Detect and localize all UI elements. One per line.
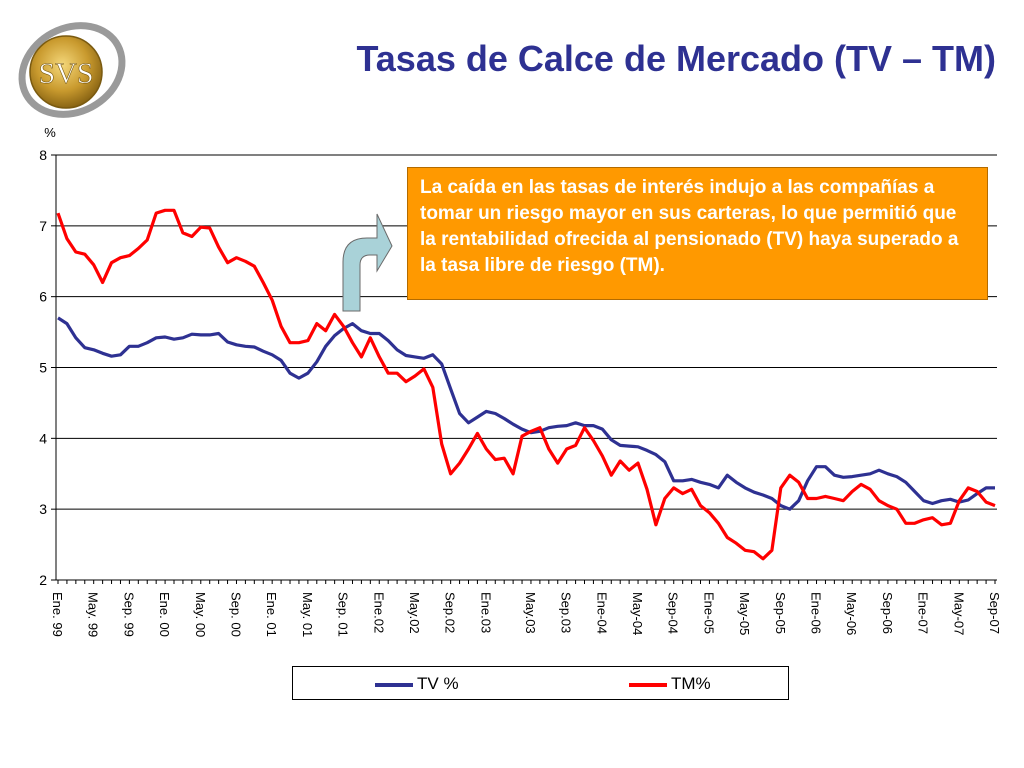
y-tick-label: 7: [39, 218, 47, 234]
y-tick-label: 6: [39, 289, 47, 305]
x-tick-label: May. 99: [86, 592, 101, 637]
series-lines: [56, 208, 996, 561]
x-tick-label: Sep. 99: [121, 592, 136, 637]
x-tick-label: Ene.03: [478, 592, 493, 633]
x-tick-label: Ene. 01: [264, 592, 279, 637]
legend: TV % TM%: [292, 666, 789, 700]
x-tick-label: May.03: [523, 592, 538, 634]
x-tick-label: Sep-07: [987, 592, 1002, 634]
x-tick-label: May-06: [844, 592, 859, 635]
x-tick-label: Ene-05: [701, 592, 716, 634]
x-tick-label: May. 00: [193, 592, 208, 637]
x-tick-label: Ene. 00: [157, 592, 172, 637]
x-tick-label: Ene-06: [809, 592, 824, 634]
x-tick-label: Sep.02: [443, 592, 458, 633]
axes: [51, 154, 997, 584]
y-tick-label: 5: [39, 360, 47, 376]
logo-text: SVS: [38, 57, 93, 90]
x-tick-label: Ene-04: [594, 592, 609, 634]
x-tick-label: May-04: [630, 592, 645, 635]
y-axis-label: %: [44, 125, 56, 140]
series-line-tv: [57, 316, 995, 511]
x-tick-labels: Ene. 99 May. 99 Sep. 99 Ene. 00 May. 00 Sep. …: [50, 592, 1002, 637]
legend-label-tv: TV %: [417, 674, 459, 693]
x-tick-label: Sep-05: [773, 592, 788, 634]
up-arrow-icon: [342, 213, 393, 312]
y-tick-label: 2: [39, 572, 47, 588]
x-tick-label: Sep.03: [559, 592, 574, 633]
x-tick-label: May-07: [951, 592, 966, 635]
x-tick-label: Sep. 01: [336, 592, 351, 637]
y-tick-label: 8: [39, 147, 47, 163]
series-line-tm: [56, 208, 996, 561]
x-tick-label: Ene.02: [371, 592, 386, 633]
legend-swatch-tv: [375, 683, 413, 687]
y-tick-labels: 2 3 4 5 6 7 8: [39, 147, 47, 588]
legend-swatch-tm: [629, 683, 667, 687]
x-tick-label: Sep-04: [666, 592, 681, 634]
x-tick-label: Sep-06: [880, 592, 895, 634]
page-title: Tasas de Calce de Mercado (TV – TM): [356, 38, 996, 79]
x-tick-label: May-05: [737, 592, 752, 635]
x-tick-label: Ene-07: [916, 592, 931, 634]
svs-logo: SVS: [18, 22, 126, 118]
x-tick-label: May.02: [407, 592, 422, 634]
x-tick-label: Sep. 00: [228, 592, 243, 637]
x-tick-label: May. 01: [300, 592, 315, 637]
y-tick-label: 4: [39, 430, 47, 446]
annotation-box: La caída en las tasas de interés indujo …: [407, 167, 988, 300]
x-tick-label: Ene. 99: [50, 592, 65, 637]
y-tick-label: 3: [39, 501, 47, 517]
legend-label-tm: TM%: [671, 674, 711, 693]
